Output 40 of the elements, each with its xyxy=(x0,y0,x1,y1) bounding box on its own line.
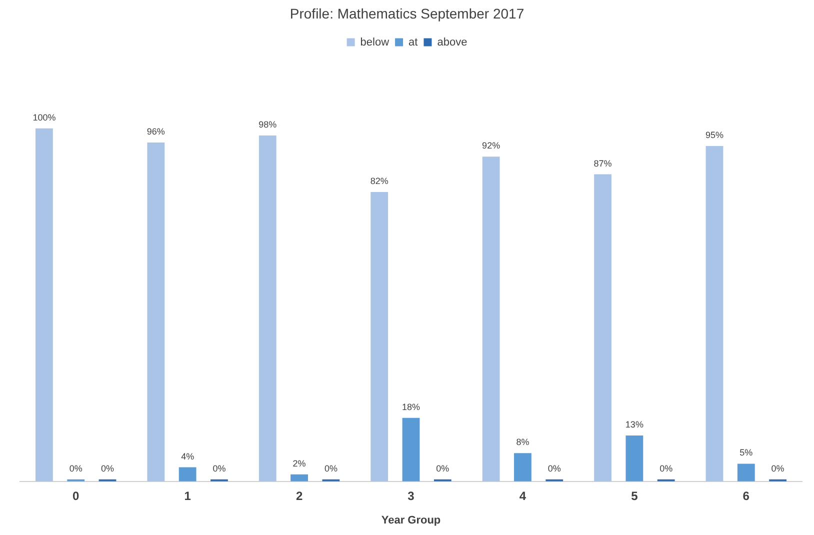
data-label: 100% xyxy=(32,112,56,122)
bar xyxy=(482,156,500,482)
data-label: 2% xyxy=(292,458,306,468)
legend-label: above xyxy=(437,36,468,48)
legend-label: below xyxy=(360,36,390,48)
data-label: 82% xyxy=(370,176,388,186)
x-axis-title: Year Group xyxy=(381,514,441,526)
data-label: 0% xyxy=(69,463,82,474)
legend-label: at xyxy=(408,36,418,48)
x-tick-label: 1 xyxy=(184,488,192,503)
bar xyxy=(258,135,276,482)
x-tick-label: 4 xyxy=(519,488,526,503)
x-tick-label: 2 xyxy=(296,488,303,503)
data-label: 0% xyxy=(660,463,673,474)
bar xyxy=(147,142,165,482)
bar xyxy=(370,192,388,482)
data-label: 0% xyxy=(212,463,226,474)
data-label: 0% xyxy=(771,463,784,474)
x-tick-label: 6 xyxy=(742,488,750,503)
data-label: 4% xyxy=(181,451,194,462)
data-label: 18% xyxy=(402,402,420,412)
chart-title: Profile: Mathematics September 2017 xyxy=(290,5,524,22)
data-label: 0% xyxy=(548,463,561,474)
data-label: 0% xyxy=(436,463,450,474)
bar xyxy=(706,146,724,482)
data-label: 0% xyxy=(324,463,338,474)
bar xyxy=(36,128,53,482)
data-label: 92% xyxy=(482,140,500,151)
data-label: 98% xyxy=(258,119,277,130)
bar xyxy=(594,174,612,482)
data-label: 8% xyxy=(516,437,530,448)
data-label: 0% xyxy=(101,463,114,474)
data-label: 13% xyxy=(625,419,644,430)
x-tick-label: 0 xyxy=(72,488,80,503)
data-label: 5% xyxy=(740,448,753,458)
data-label: 96% xyxy=(146,126,165,137)
x-tick-label: 3 xyxy=(408,488,415,503)
data-label: 87% xyxy=(594,158,612,168)
data-label: 95% xyxy=(705,130,724,140)
x-tick-label: 5 xyxy=(631,488,638,503)
